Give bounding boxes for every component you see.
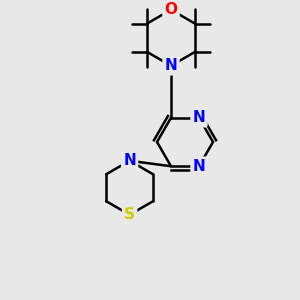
Text: N: N xyxy=(165,58,177,73)
Text: N: N xyxy=(123,153,136,168)
Text: N: N xyxy=(193,159,206,174)
Text: S: S xyxy=(124,207,135,222)
Text: N: N xyxy=(193,110,206,125)
Text: O: O xyxy=(164,2,178,17)
